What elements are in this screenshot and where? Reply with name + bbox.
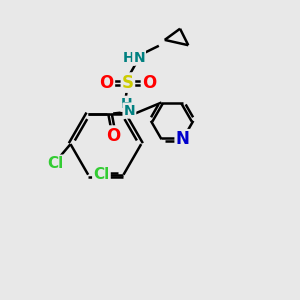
Text: N: N (133, 51, 145, 64)
Text: O: O (142, 74, 156, 92)
Text: O: O (106, 127, 120, 145)
Text: Cl: Cl (48, 156, 64, 171)
Text: N: N (124, 103, 135, 118)
Text: S: S (122, 74, 134, 92)
Text: Cl: Cl (93, 167, 110, 182)
Text: N: N (176, 130, 190, 148)
Text: H: H (123, 51, 134, 64)
Text: H: H (121, 97, 133, 111)
Text: O: O (100, 74, 114, 92)
